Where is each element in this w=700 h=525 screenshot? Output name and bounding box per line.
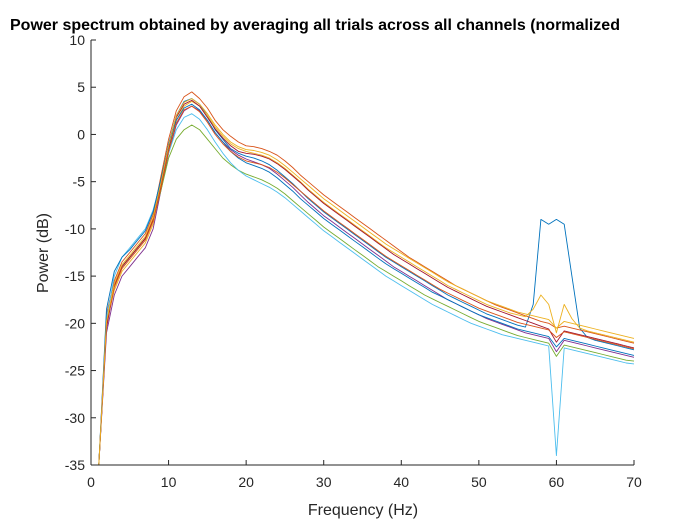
y-tick-label: 5 <box>77 79 85 95</box>
series-line-10 <box>98 98 635 466</box>
series-line-3 <box>98 100 635 466</box>
x-tick-label: 50 <box>471 474 487 490</box>
x-tick-label: 20 <box>238 474 254 490</box>
x-tick-label: 30 <box>316 474 332 490</box>
series-line-6 <box>98 113 635 466</box>
y-tick-label: -5 <box>73 174 86 190</box>
chart-title: Power spectrum obtained by averaging all… <box>10 17 620 34</box>
y-axis-label: Power (dB) <box>35 213 52 293</box>
x-axis-label: Frequency (Hz) <box>308 502 418 519</box>
y-tick-label: 0 <box>77 126 85 142</box>
series-line-8 <box>98 103 635 466</box>
series-line-9 <box>98 105 635 466</box>
x-tick-label: 70 <box>626 474 642 490</box>
series-layer <box>98 91 635 466</box>
y-tick-label: -15 <box>65 268 85 284</box>
y-tick-label: 10 <box>69 32 85 48</box>
series-line-7 <box>98 99 635 466</box>
y-tick-label: -30 <box>65 410 85 426</box>
x-tick-label: 0 <box>87 474 95 490</box>
x-tick-label: 40 <box>393 474 409 490</box>
y-tick-label: -35 <box>65 457 85 473</box>
series-line-5 <box>98 124 635 466</box>
y-tick-label: -25 <box>65 363 85 379</box>
y-tick-label: -10 <box>65 221 85 237</box>
x-tick-label: 60 <box>549 474 565 490</box>
series-line-1 <box>98 98 635 466</box>
series-line-2 <box>98 91 635 466</box>
x-tick-label: 10 <box>161 474 177 490</box>
y-tick-label: -20 <box>65 315 85 331</box>
